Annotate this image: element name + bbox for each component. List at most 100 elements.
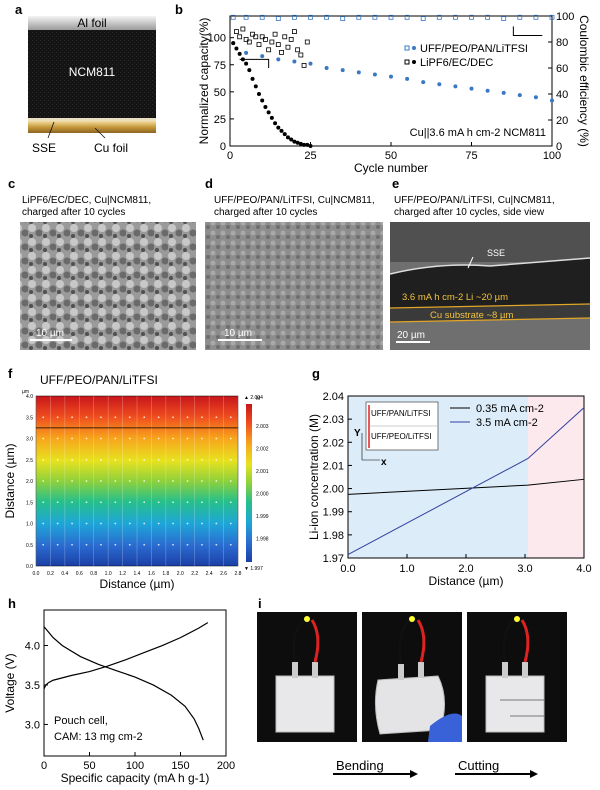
grid-dot-f (85, 416, 88, 419)
data-point-b-s1 (295, 140, 300, 145)
panel-letter-e: e (392, 176, 399, 191)
x-axis-label-f: Distance (µm) (100, 577, 175, 591)
data-point-b-s0 (501, 90, 506, 95)
grid-dot-f (71, 437, 73, 440)
data-point-b-s2 (324, 14, 330, 20)
grid-dot-f (56, 458, 59, 461)
grid-dot-f (128, 501, 131, 504)
grid-dot-f (172, 480, 174, 482)
y-tick-label-g: 2.00 (323, 484, 344, 496)
grid-dot-f (114, 480, 117, 482)
colorbar-f (246, 404, 252, 562)
data-point-b-s2 (549, 14, 555, 20)
x-tick-label-f: 0.6 (76, 571, 83, 577)
y-tick-label-b: 0 (220, 141, 226, 153)
grid-dot-f (71, 501, 73, 504)
data-point-b-s2 (275, 16, 281, 22)
grid-dot-f (186, 458, 189, 461)
chart-g: 0.0 1.0 2.0 3.0 4.0 1.97 1.98 1.99 2.00 2.01 2.02 2… (307, 391, 592, 588)
data-point-b-s0 (405, 76, 410, 81)
grid-dot-f (100, 501, 102, 504)
data-point-b-s3 (301, 63, 307, 68)
x-axis-label-g: Distance (µm) (429, 574, 504, 588)
inset-bottom-label-g: UFF/PEO/LiTFSI (371, 432, 431, 441)
x-tick-label-h: 50 (83, 760, 95, 772)
x-tick-label-f: 0.2 (47, 571, 54, 577)
grid-dot-f (172, 543, 174, 546)
x-tick-label-f: 1.2 (119, 571, 126, 577)
grid-dot-f (143, 416, 146, 419)
data-point-b-s2 (517, 14, 523, 20)
data-point-b-s0 (244, 50, 249, 55)
data-point-b-s3 (263, 37, 268, 42)
data-point-b-s1 (247, 68, 252, 73)
data-point-b-s0 (260, 54, 265, 59)
y-tick-label-g: 1.98 (323, 530, 344, 542)
chart-f: UFF/PEO/PAN/LiTFSI µm 0.0 0.2 0.4 0.6 0.8 1.0 1.… (3, 373, 269, 591)
inset-axis-x-label-g: x (381, 457, 387, 468)
grid-dot-f (71, 458, 73, 461)
data-point-b-s0 (517, 93, 522, 98)
x-tick-label-b: 25 (304, 150, 316, 162)
x-tick-label-f: 1.8 (162, 571, 169, 577)
grid-dot-f (143, 543, 146, 546)
y-tick-label-g: 1.99 (323, 507, 344, 519)
grid-dot-f (42, 416, 45, 419)
legend-marker-b-1 (404, 59, 410, 65)
panel-letter-a: a (15, 2, 23, 17)
grid-dot-f (143, 522, 146, 525)
grid-dot-f (85, 543, 88, 546)
panel-letter-i: i (258, 596, 262, 611)
grid-dot-f (215, 543, 218, 546)
y-axis-label-b: Normalized capacity(%) (197, 18, 211, 145)
x-tick-label-b: 75 (465, 150, 477, 162)
data-point-b-s3 (237, 34, 243, 40)
grid-dot-f (85, 437, 88, 440)
colorbar-tick-f: 1.999 (256, 514, 269, 520)
y-tick-label-b: 25 (214, 114, 226, 126)
colorbar-tick-f: 2.001 (256, 469, 269, 475)
x-tick-label-g: 0.0 (340, 563, 355, 575)
data-point-b-s2 (291, 14, 297, 20)
y-tick-label-f: 1.0 (26, 522, 33, 528)
grid-dot-f (56, 501, 59, 504)
data-point-b-s3 (269, 39, 275, 45)
y2-tick-label-b: 60 (556, 63, 568, 75)
y-tick-label-f: 4.0 (26, 394, 33, 400)
colorbar-tick-f: 2.003 (256, 424, 269, 430)
grid-dot-f (186, 437, 189, 440)
grid-dot-f (42, 480, 45, 482)
data-point-b-s2 (436, 14, 442, 20)
grid-dot-f (114, 458, 117, 461)
grid-dot-f (114, 543, 117, 546)
grid-dot-f (172, 458, 174, 461)
cu-foil-label: Cu foil (94, 141, 128, 155)
ce-axis-arrow-b (512, 26, 543, 36)
x-tick-label-f: 1.4 (134, 571, 141, 577)
data-point-b-s2 (420, 16, 426, 22)
legend-label-b-0: UFF/PEO/PAN/LiTFSI (420, 43, 528, 55)
grid-dot-f (186, 480, 189, 482)
grid-dot-f (186, 416, 189, 419)
panel-e-li-label: 3.6 mA h cm-2 Li ~20 µm (402, 292, 508, 303)
data-point-b-s1 (305, 142, 310, 147)
data-point-b-s2 (230, 14, 236, 20)
y-tick-label-f: 3.5 (26, 415, 33, 421)
y-tick-label-h: 3.5 (25, 680, 40, 692)
grid-dot-f (143, 480, 146, 482)
data-point-b-s2 (340, 16, 346, 22)
panel-e-caption-1: UFF/PEO/PAN/LiTFSI, Cu|NCM811, (394, 195, 555, 206)
grid-dot-f (172, 501, 174, 504)
grid-dot-f (42, 458, 45, 461)
photo-pouch-cutting (467, 612, 567, 742)
legend-label-b-1: LiPF6/EC/DEC (420, 57, 493, 69)
grid-dot-f (143, 501, 146, 504)
panel-c-scale-label: 10 µm (36, 328, 64, 339)
region-right-g (527, 396, 584, 558)
panel-letter-d: d (205, 176, 213, 191)
legend-marker-b-0b (412, 46, 416, 50)
data-point-b-s0 (469, 86, 474, 91)
data-point-b-s3 (285, 44, 291, 50)
data-point-b-s2 (469, 14, 474, 20)
